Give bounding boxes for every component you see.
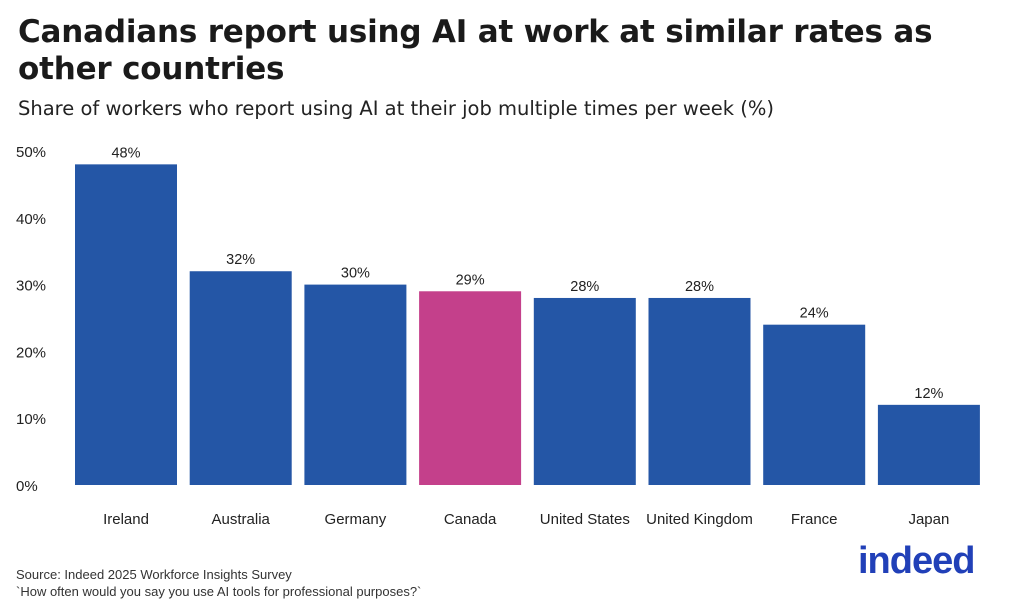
y-tick-label: 0%	[16, 478, 38, 495]
x-tick-label: Ireland	[103, 511, 149, 528]
chart-subtitle: Share of workers who report using AI at …	[18, 97, 775, 120]
y-tick-label: 40%	[16, 211, 46, 228]
data-label: 28%	[570, 279, 599, 295]
y-tick-label: 50%	[16, 144, 46, 161]
data-label: 12%	[914, 386, 943, 402]
data-label: 48%	[111, 145, 140, 161]
data-label: 29%	[456, 272, 485, 288]
data-label: 24%	[800, 306, 829, 322]
y-tick-label: 20%	[16, 344, 46, 361]
data-label: 32%	[226, 252, 255, 268]
x-tick-label: Japan	[908, 511, 949, 528]
indeed-logo: indeed	[858, 540, 975, 582]
bar-united-states	[533, 297, 636, 485]
bar-united-kingdom	[648, 297, 751, 485]
source-note: Source: Indeed 2025 Workforce Insights S…	[16, 567, 292, 582]
bar-canada	[419, 291, 522, 485]
bar-germany	[304, 284, 407, 485]
y-tick-label: 10%	[16, 411, 46, 428]
bar-france	[763, 324, 866, 485]
data-label: 30%	[341, 266, 370, 282]
y-tick-label: 30%	[16, 278, 46, 295]
data-label: 28%	[685, 279, 714, 295]
x-tick-label: Australia	[212, 511, 271, 528]
x-tick-label: Germany	[325, 511, 387, 528]
bar-ireland	[75, 164, 177, 486]
x-tick-label: Canada	[444, 511, 497, 528]
bar-japan	[877, 404, 980, 485]
bar-australia	[189, 271, 292, 485]
chart-title: Canadians report using AI at work at sim…	[18, 14, 933, 87]
x-tick-label: United Kingdom	[646, 511, 753, 528]
x-tick-label: France	[791, 511, 838, 528]
survey-question-note: `How often would you say you use AI tool…	[16, 584, 422, 599]
x-tick-label: United States	[540, 511, 630, 528]
